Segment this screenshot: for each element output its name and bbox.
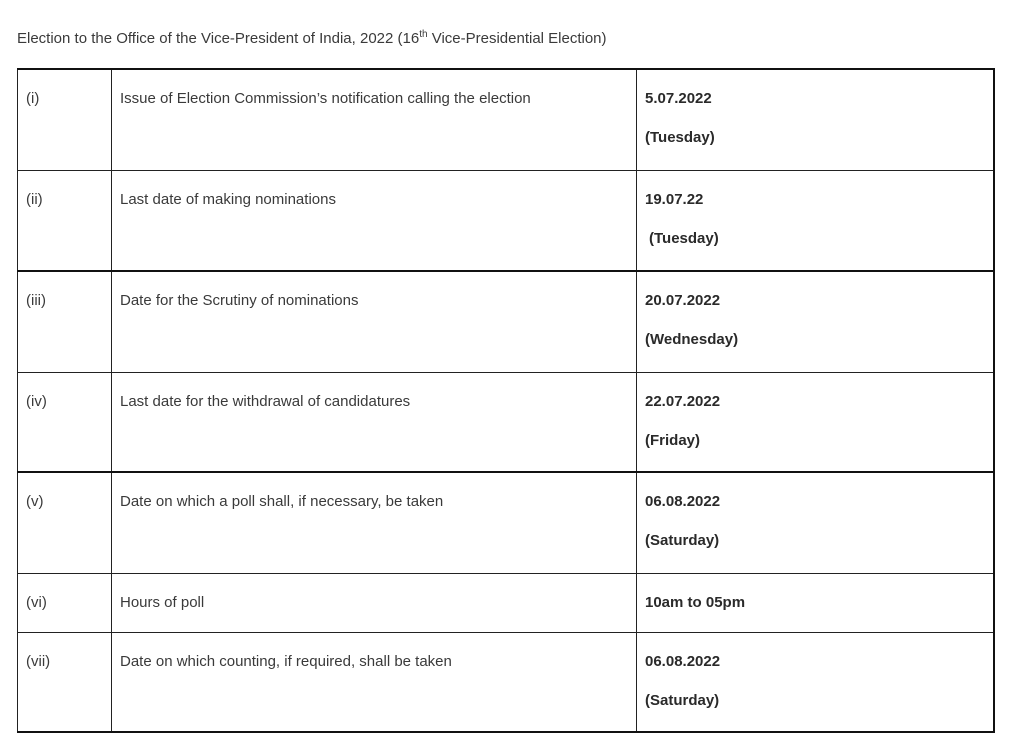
event-date: 22.07.2022	[645, 392, 721, 410]
event-description: Last date for the withdrawal of candidat…	[111, 371, 637, 473]
item-number: (iv)	[17, 371, 112, 473]
event-date: 19.07.22	[645, 190, 704, 208]
table-row: (iv) Last date for the withdrawal of cand…	[17, 371, 995, 473]
event-description: Issue of Election Commission’s notificat…	[111, 68, 637, 171]
page-title: Election to the Office of the Vice-Presi…	[17, 29, 607, 48]
table-row: (ii) Last date of making nominations 19.07…	[17, 169, 995, 272]
item-number: (vi)	[17, 572, 112, 633]
event-date-cell: 06.08.2022 (Saturday)	[636, 631, 995, 733]
event-date: 06.08.2022	[645, 652, 721, 670]
item-number: (v)	[17, 471, 112, 574]
event-date: 06.08.2022	[645, 493, 721, 510]
event-day: (Tuesday)	[649, 229, 719, 247]
event-date-cell: 22.07.2022 (Friday)	[636, 371, 995, 473]
event-description: Hours of poll	[111, 572, 637, 633]
event-date-cell: 06.08.2022 (Saturday)	[636, 471, 995, 574]
event-description: Date on which counting, if required, sha…	[111, 631, 637, 733]
event-day: (Saturday)	[645, 691, 720, 709]
item-number: (ii)	[17, 169, 112, 272]
event-description: Date for the Scrutiny of nominations	[111, 270, 637, 373]
election-schedule-table: (i) Issue of Election Commission’s notifi…	[17, 68, 995, 733]
table-row: (i) Issue of Election Commission’s notifi…	[17, 68, 995, 171]
event-date: 20.07.2022	[645, 292, 721, 309]
table-row: (vii) Date on which counting, if required…	[17, 631, 995, 733]
item-number: (iii)	[17, 270, 112, 373]
event-day: (Wednesday)	[645, 331, 739, 348]
event-day: (Saturday)	[645, 532, 720, 549]
table-row: (iii) Date for the Scrutiny of nomination…	[17, 270, 995, 373]
event-date: 5.07.2022	[645, 90, 712, 107]
event-date-cell: 10am to 05pm	[636, 572, 995, 633]
event-date-cell: 5.07.2022 (Tuesday)	[636, 68, 995, 171]
event-day: (Friday)	[645, 431, 701, 449]
table-row: (vi) Hours of poll 10am to 05pm	[17, 572, 995, 633]
event-day: (Tuesday)	[645, 129, 715, 146]
event-description: Last date of making nominations	[111, 169, 637, 272]
item-number: (vii)	[17, 631, 112, 733]
event-date-cell: 20.07.2022 (Wednesday)	[636, 270, 995, 373]
event-date-cell: 19.07.22 (Tuesday)	[636, 169, 995, 272]
event-description: Date on which a poll shall, if necessary…	[111, 471, 637, 574]
item-number: (i)	[17, 68, 112, 171]
table-row: (v) Date on which a poll shall, if necess…	[17, 471, 995, 574]
event-date: 10am to 05pm	[645, 593, 746, 611]
